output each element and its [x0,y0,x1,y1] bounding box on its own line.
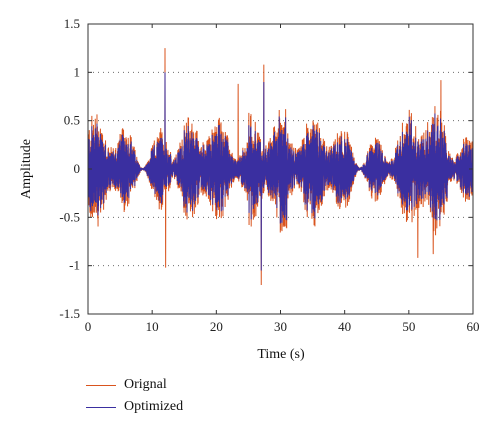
y-tick-label: 1 [74,64,81,79]
y-tick-label: 1.5 [64,16,80,31]
y-tick-label: -1.5 [59,306,80,321]
y-tick-label: -1 [69,258,80,273]
x-tick-label: 60 [467,319,480,334]
legend: Orignal Optimized [86,374,183,418]
y-axis-label: Amplitude [19,139,34,199]
legend-label-optimized: Optimized [124,399,184,414]
x-axis-label: Time (s) [257,347,305,362]
x-tick-label: 0 [85,319,92,334]
x-tick-label: 10 [146,319,159,334]
x-tick-label: 20 [210,319,223,334]
legend-swatch-optimized [86,406,116,408]
series-optimized [87,72,474,271]
x-tick-label: 40 [338,319,351,334]
legend-label-original: Orignal [124,377,167,392]
x-tick-label: 50 [402,319,415,334]
legend-item-original: Orignal [86,374,183,396]
x-tick-label: 30 [274,319,287,334]
y-tick-label: -0.5 [59,209,80,224]
y-tick-label: 0 [74,161,81,176]
legend-swatch-original [86,384,116,386]
series-line-optimized [87,72,474,271]
legend-item-optimized: Optimized [86,396,183,418]
y-tick-label: 0.5 [64,113,80,128]
axis-ticks: 0 10 20 30 40 50 60 1.5 1 0.5 0 -0.5 -1 -1.5 [59,16,479,334]
